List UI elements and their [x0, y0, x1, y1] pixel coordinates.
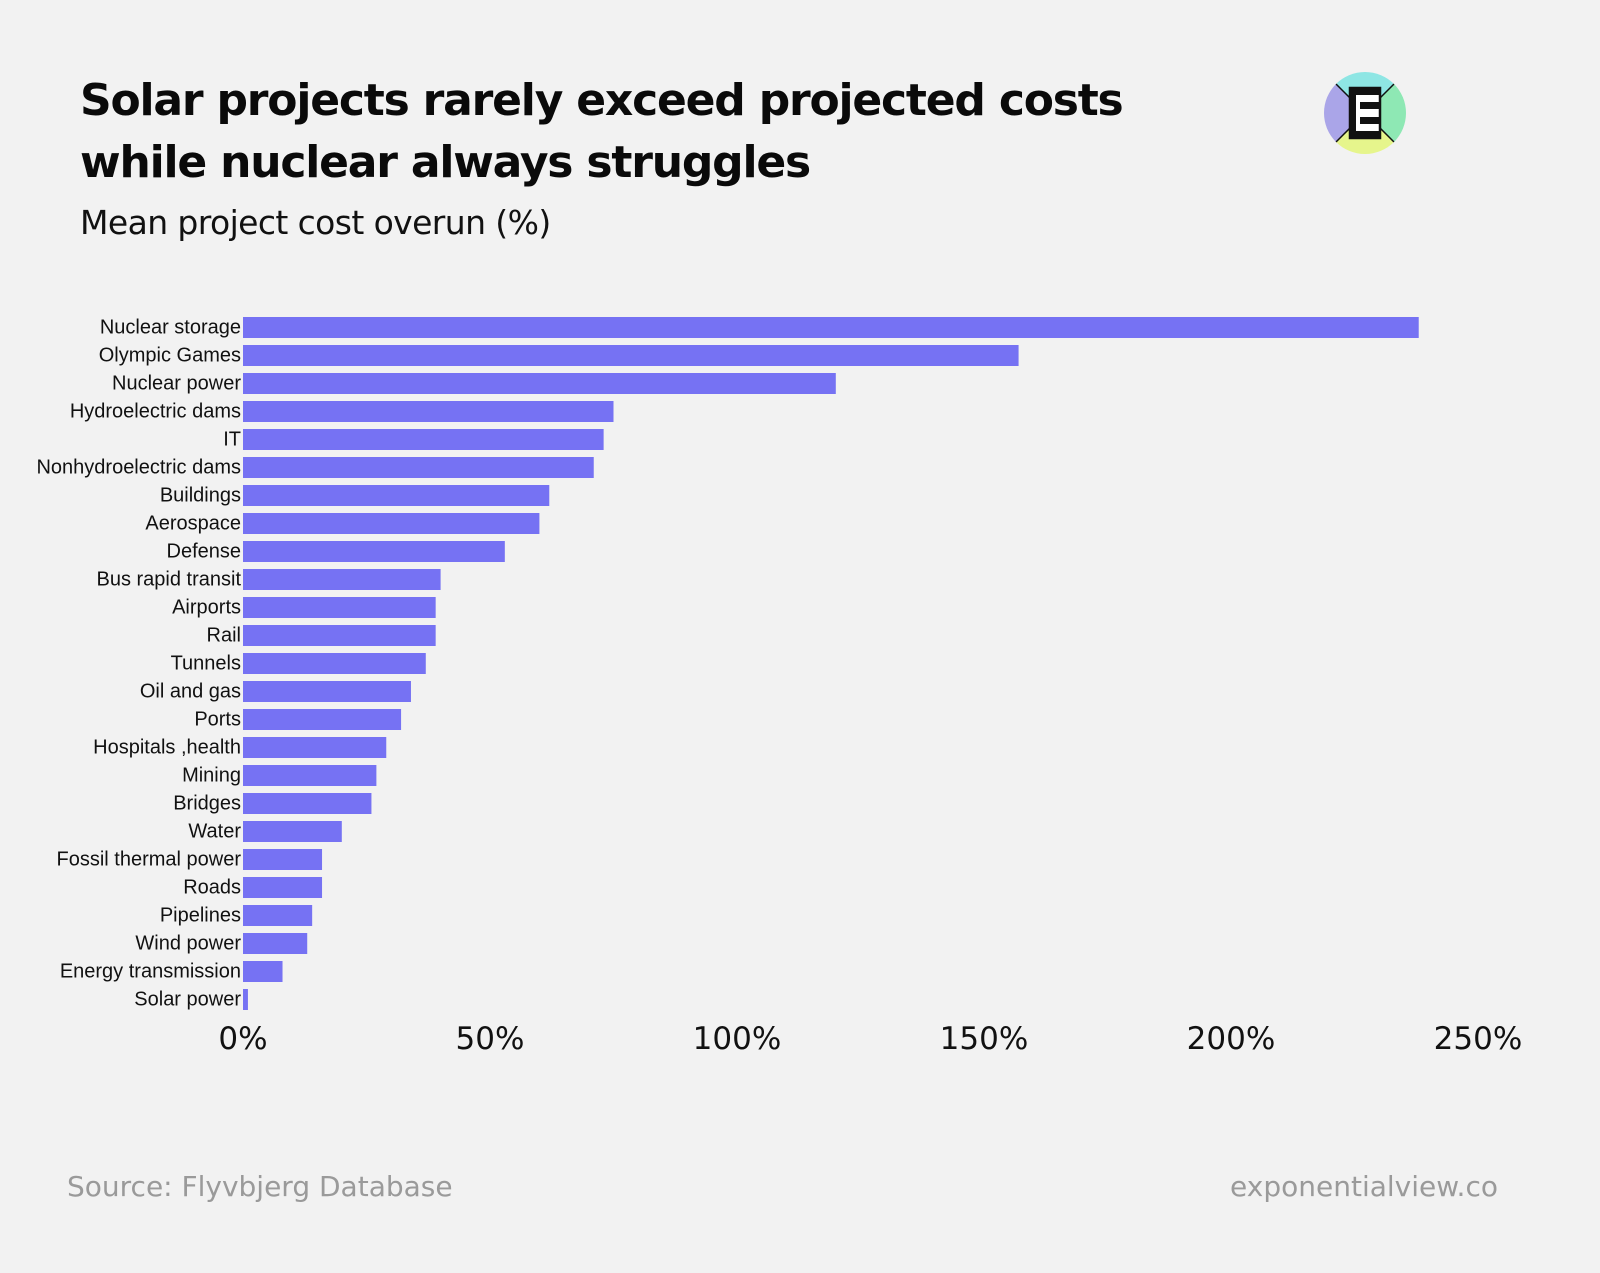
x-tick-label: 200%: [1187, 1021, 1276, 1057]
x-tick-label: 50%: [456, 1021, 525, 1057]
category-label: Rail: [207, 625, 241, 647]
bar: [243, 569, 441, 590]
exponential-view-e-logo-icon: [1324, 72, 1406, 154]
category-label: Wind power: [135, 933, 241, 955]
logo-letter-e: [1348, 86, 1382, 140]
category-label: Buildings: [160, 485, 241, 507]
bar: [243, 513, 540, 534]
bar: [243, 681, 411, 702]
logo-right-quadrant: [1365, 72, 1406, 154]
bar: [243, 625, 436, 646]
bar: [243, 709, 402, 730]
category-label: Olympic Games: [99, 345, 241, 367]
site-url: exponentialview.co: [1230, 1170, 1498, 1203]
category-label: Energy transmission: [60, 961, 241, 983]
category-label: Fossil thermal power: [56, 849, 241, 871]
category-labels-group: Nuclear storage Olympic Games Nuclear powe…: [36, 317, 241, 1011]
x-tick-label: 150%: [940, 1021, 1029, 1057]
category-label: Bridges: [173, 793, 241, 815]
bar: [243, 485, 550, 506]
category-label: Defense: [167, 541, 242, 563]
bar: [243, 793, 372, 814]
bars-group: [243, 317, 1419, 1010]
bar: [243, 457, 594, 478]
category-label: Aerospace: [145, 513, 241, 535]
category-label: Nuclear power: [112, 373, 241, 395]
chart-title: Solar projects rarely exceed projected c…: [80, 75, 1124, 188]
bar: [243, 653, 426, 674]
x-axis-tick-labels: 0% 50% 100% 150% 200% 250%: [218, 1021, 1522, 1057]
bar: [243, 345, 1019, 366]
bar: [243, 317, 1419, 338]
x-tick-label: 250%: [1434, 1021, 1523, 1057]
bar: [243, 429, 604, 450]
category-label: Pipelines: [160, 905, 241, 927]
bar: [243, 961, 283, 982]
logo-left-quadrant: [1324, 72, 1365, 154]
category-label: Tunnels: [171, 653, 241, 675]
bar: [243, 877, 323, 898]
x-tick-label: 0%: [218, 1021, 267, 1057]
bar: [243, 373, 836, 394]
category-label: Hydroelectric dams: [70, 401, 241, 423]
category-label: Ports: [194, 709, 241, 731]
bar: [243, 905, 313, 926]
category-label: Airports: [172, 597, 241, 619]
source-note: Source: Flyvbjerg Database: [67, 1170, 453, 1203]
bar: [243, 737, 387, 758]
bar: [243, 933, 308, 954]
category-label: IT: [223, 429, 241, 451]
category-label: Roads: [183, 877, 241, 899]
logo: [1323, 71, 1407, 160]
bar: [243, 541, 505, 562]
category-label: Hospitals ,health: [93, 737, 241, 759]
bar: [243, 849, 323, 870]
category-label: Oil and gas: [140, 681, 241, 703]
bar: [243, 821, 342, 842]
bar: [243, 401, 614, 422]
bar: [243, 765, 377, 786]
category-label: Nonhydroelectric dams: [36, 457, 241, 479]
bar: [243, 989, 248, 1010]
category-label: Solar power: [134, 989, 241, 1011]
category-label: Nuclear storage: [100, 317, 241, 339]
chart-subtitle: Mean project cost overun (%): [80, 203, 551, 242]
x-tick-label: 100%: [693, 1021, 782, 1057]
category-label: Bus rapid transit: [96, 569, 241, 591]
bar: [243, 597, 436, 618]
category-label: Mining: [182, 765, 241, 787]
category-label: Water: [188, 821, 241, 843]
bar-chart: Nuclear storage Olympic Games Nuclear powe…: [36, 317, 1522, 1058]
